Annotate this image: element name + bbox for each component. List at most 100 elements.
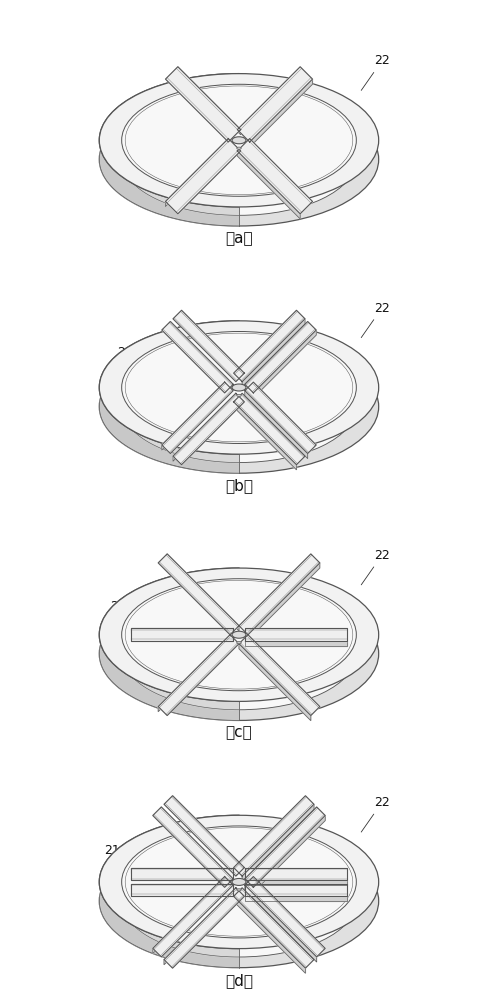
Polygon shape (99, 815, 239, 968)
Polygon shape (245, 641, 347, 646)
Polygon shape (245, 807, 325, 887)
Polygon shape (99, 321, 239, 473)
Polygon shape (162, 382, 225, 450)
Polygon shape (131, 628, 233, 633)
Polygon shape (248, 563, 320, 640)
Polygon shape (242, 319, 305, 387)
Polygon shape (167, 554, 239, 631)
Ellipse shape (99, 568, 379, 701)
Polygon shape (158, 635, 239, 716)
Polygon shape (170, 322, 233, 389)
Polygon shape (131, 868, 233, 873)
Polygon shape (158, 635, 230, 712)
Polygon shape (239, 635, 320, 716)
Polygon shape (239, 554, 320, 635)
Ellipse shape (232, 878, 246, 885)
Text: 23: 23 (318, 856, 355, 872)
Polygon shape (245, 896, 347, 901)
Polygon shape (131, 884, 233, 889)
Polygon shape (182, 310, 244, 378)
Polygon shape (164, 888, 236, 965)
Polygon shape (122, 579, 239, 710)
Text: （a）: （a） (225, 231, 253, 246)
Ellipse shape (122, 598, 356, 710)
Ellipse shape (99, 815, 379, 949)
Polygon shape (131, 628, 233, 641)
Polygon shape (245, 382, 316, 453)
Ellipse shape (122, 351, 356, 463)
Text: 25: 25 (247, 337, 279, 366)
Text: 22: 22 (361, 796, 390, 832)
Text: 21: 21 (110, 600, 154, 621)
Polygon shape (153, 877, 233, 957)
Polygon shape (237, 139, 313, 214)
Ellipse shape (122, 332, 356, 444)
Ellipse shape (99, 587, 379, 720)
Polygon shape (245, 628, 347, 641)
Polygon shape (122, 84, 239, 215)
Ellipse shape (237, 394, 241, 397)
Text: 23: 23 (318, 398, 361, 416)
Polygon shape (253, 815, 325, 892)
Polygon shape (99, 74, 239, 226)
Ellipse shape (99, 321, 379, 454)
Polygon shape (162, 322, 233, 393)
Ellipse shape (122, 84, 356, 196)
Polygon shape (173, 393, 236, 461)
Polygon shape (245, 880, 347, 885)
Polygon shape (162, 807, 233, 884)
Polygon shape (245, 877, 325, 957)
Polygon shape (122, 332, 239, 463)
Polygon shape (234, 393, 305, 465)
Polygon shape (178, 67, 241, 135)
Ellipse shape (237, 889, 241, 891)
Polygon shape (234, 310, 305, 382)
Ellipse shape (232, 384, 246, 391)
Ellipse shape (122, 103, 356, 215)
Ellipse shape (99, 340, 379, 473)
Ellipse shape (99, 74, 379, 207)
Polygon shape (122, 826, 239, 957)
Text: 22: 22 (361, 54, 390, 90)
Polygon shape (173, 393, 244, 465)
Text: 25: 25 (247, 584, 279, 614)
Polygon shape (245, 868, 347, 880)
Polygon shape (164, 888, 244, 968)
Polygon shape (250, 79, 313, 147)
Ellipse shape (122, 579, 356, 691)
Polygon shape (131, 868, 233, 880)
Polygon shape (165, 139, 228, 207)
Text: （d）: （d） (225, 973, 253, 988)
Text: 24: 24 (240, 412, 266, 445)
Polygon shape (153, 807, 233, 887)
Polygon shape (234, 896, 305, 973)
Polygon shape (131, 884, 233, 896)
Polygon shape (234, 796, 314, 876)
Polygon shape (245, 885, 316, 962)
Polygon shape (237, 67, 313, 142)
Text: 25: 25 (247, 828, 279, 858)
Polygon shape (165, 139, 241, 214)
Polygon shape (242, 804, 314, 881)
Ellipse shape (232, 631, 246, 638)
Text: 21: 21 (117, 346, 160, 370)
Polygon shape (234, 888, 314, 968)
Polygon shape (158, 554, 239, 635)
Text: 22: 22 (361, 549, 390, 585)
Ellipse shape (237, 147, 241, 149)
Polygon shape (234, 402, 296, 470)
Ellipse shape (237, 642, 241, 644)
Text: 22: 22 (361, 302, 390, 338)
Polygon shape (239, 644, 311, 721)
Polygon shape (153, 877, 225, 953)
Text: 24: 24 (240, 165, 266, 194)
Polygon shape (173, 310, 244, 382)
Polygon shape (245, 322, 316, 393)
Polygon shape (165, 67, 241, 142)
Ellipse shape (122, 826, 356, 938)
Text: 23: 23 (318, 612, 355, 628)
Ellipse shape (99, 834, 379, 968)
Polygon shape (99, 568, 239, 720)
Text: 24: 24 (240, 659, 266, 692)
Polygon shape (237, 151, 300, 219)
